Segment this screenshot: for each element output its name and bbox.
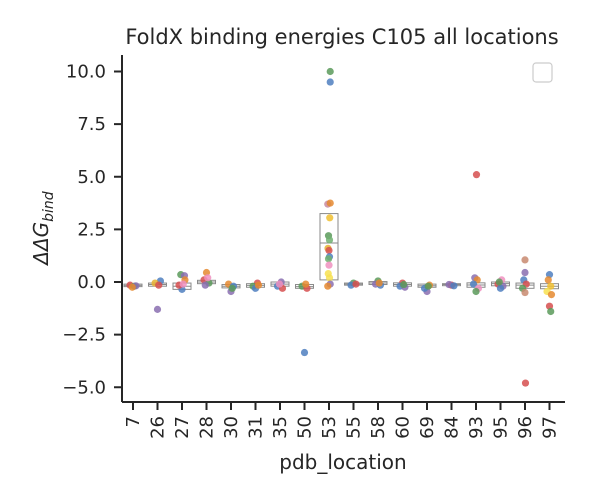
data-point: [155, 281, 163, 289]
data-point: [325, 274, 334, 282]
x-tick-label: 97: [540, 416, 561, 439]
data-point: [521, 379, 530, 387]
legend-box: [532, 62, 553, 83]
data-point: [325, 261, 333, 269]
y-tick-label: 7.5: [77, 114, 106, 135]
x-tick-label: 7: [123, 416, 144, 427]
y-ticks: 10.0 7.5 5.0 2.5 0.0 −2.5 −5.0: [62, 62, 122, 398]
x-tick-label: 31: [246, 416, 267, 439]
data-point: [326, 67, 334, 76]
data-point: [201, 281, 209, 289]
y-tick-label: 2.5: [77, 219, 106, 240]
x-tick-label: 27: [172, 416, 193, 439]
data-point: [326, 214, 334, 222]
y-axis-title-subscript: bind: [41, 191, 57, 222]
x-tick-label: 69: [417, 416, 438, 439]
data-point: [325, 246, 333, 255]
data-point: [472, 171, 481, 179]
data-point: [324, 282, 332, 290]
data-point: [179, 280, 187, 288]
data-point: [424, 282, 432, 290]
data-point: [254, 281, 263, 289]
x-tick-label: 84: [442, 416, 463, 439]
x-axis-title: pdb_location: [279, 450, 406, 474]
data-point: [302, 280, 310, 288]
data-point: [204, 274, 212, 282]
y-tick-label: −5.0: [62, 377, 106, 398]
y-tick-label: 10.0: [66, 62, 106, 83]
data-point: [326, 199, 334, 207]
data-point: [400, 280, 408, 289]
data-point: [547, 291, 556, 299]
x-tick-label: 60: [393, 416, 414, 439]
data-point: [496, 284, 505, 292]
data-point: [128, 283, 136, 291]
x-tick-label: 55: [344, 416, 365, 439]
x-tick-label: 96: [515, 416, 536, 439]
data-point: [521, 268, 529, 277]
data-point: [228, 284, 236, 292]
x-tick-label: 30: [221, 416, 242, 439]
y-tick-label: −2.5: [62, 325, 106, 346]
chart-title: FoldX binding energies C105 all location…: [125, 25, 558, 49]
x-tick-label: 53: [319, 416, 340, 439]
data-point: [495, 278, 503, 286]
data-point: [472, 287, 480, 296]
x-tick-label: 35: [270, 416, 291, 439]
x-tick-label: 58: [368, 416, 389, 439]
y-axis-title-main: ΔΔG: [29, 222, 53, 267]
data-point: [544, 276, 552, 284]
y-axis-title: ΔΔGbind: [29, 191, 57, 267]
data-point: [275, 280, 284, 288]
x-tick-label: 50: [295, 416, 316, 439]
data-point: [547, 282, 555, 290]
data-point: [521, 256, 529, 264]
data-point: [450, 282, 458, 290]
x-tick-label: 28: [197, 416, 218, 439]
data-point: [375, 279, 383, 287]
x-tick-label: 26: [148, 416, 169, 439]
data-point: [326, 78, 334, 86]
x-tick-label: 93: [466, 416, 487, 439]
data-point: [300, 348, 309, 357]
points-layer: [126, 67, 556, 387]
data-point: [547, 307, 555, 316]
y-tick-label: 5.0: [77, 167, 106, 188]
x-ticks: 7 26 27 28 30 31 35 50 53 55 58 60 69 84 93 95 96 97: [123, 402, 561, 439]
data-point: [469, 280, 478, 288]
data-point: [153, 305, 162, 313]
x-tick-label: 95: [491, 416, 512, 439]
data-point: [521, 288, 529, 297]
data-point: [352, 280, 360, 288]
y-tick-label: 0.0: [77, 272, 106, 293]
boxes-layer: [123, 213, 559, 290]
data-point: [325, 236, 334, 244]
data-point: [324, 255, 333, 263]
